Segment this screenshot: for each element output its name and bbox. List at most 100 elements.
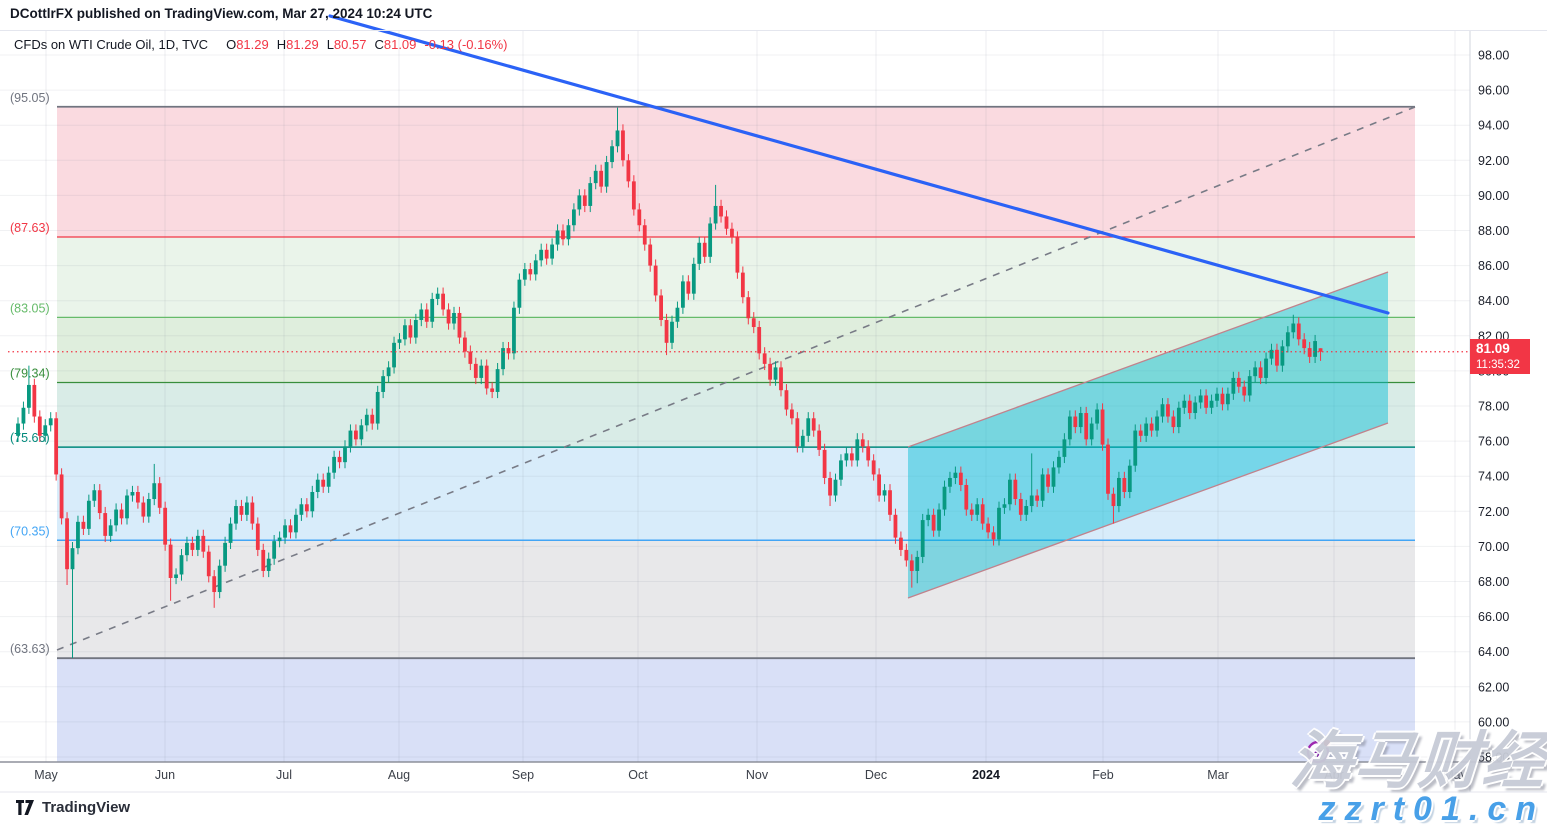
price-axis-labels[interactable]: 98.00 96.00 94.00 92.00 90.00 88.00 86.00 84.00… (1478, 49, 1509, 765)
candle (43, 425, 48, 436)
price-tick-label[interactable]: 86.00 (1478, 259, 1509, 273)
candle (457, 312, 462, 338)
candle (779, 367, 783, 391)
symbol-title[interactable]: CFDs on WTI Crude Oil, 1D, TVC (14, 37, 209, 52)
channel-upper-border[interactable] (907, 271, 1389, 448)
watermark-url: zzrt01.cn (1318, 790, 1545, 826)
candle (54, 418, 59, 475)
candle (435, 293, 440, 299)
candle (430, 298, 435, 322)
low-value: 80.57 (333, 37, 367, 52)
candle (550, 244, 554, 259)
price-tick-label[interactable]: 76.00 (1478, 435, 1509, 449)
candle (27, 384, 31, 408)
band (57, 382, 1415, 448)
candle (185, 542, 189, 556)
candle (708, 223, 713, 257)
price-tick-label[interactable]: 62.00 (1478, 680, 1509, 694)
month-label-Jul[interactable]: Jul (276, 768, 292, 782)
candle (1269, 349, 1274, 359)
symbol-legend[interactable]: CFDs on WTI Crude Oil, 1D, TVC O81.29 H81.… (14, 37, 508, 52)
candle (48, 418, 53, 426)
month-label-2024[interactable]: 2024 (972, 768, 1000, 782)
price-tick-label[interactable]: 88.00 (1478, 224, 1509, 238)
tradingview-brand-label[interactable]: TradingView (42, 799, 131, 816)
candle (1291, 323, 1296, 333)
price-tick-label[interactable]: 92.00 (1478, 154, 1509, 168)
candle (691, 263, 696, 294)
candle (201, 535, 206, 552)
price-tick-label[interactable]: 68.00 (1478, 575, 1509, 589)
candle (234, 506, 238, 524)
candle (65, 518, 69, 570)
price-tick-label[interactable]: 72.00 (1478, 505, 1509, 519)
blue-trendline[interactable] (328, 14, 1390, 315)
candle (768, 363, 772, 380)
candle (255, 523, 260, 550)
candle (773, 367, 778, 380)
candle (152, 483, 157, 500)
candle (1198, 395, 1203, 403)
candle (986, 523, 990, 533)
month-label-Mar[interactable]: Mar (1207, 768, 1229, 782)
candle (1051, 467, 1056, 487)
price-tick-label[interactable]: 66.00 (1478, 610, 1509, 624)
tradingview-footer[interactable]: TradingView (16, 799, 130, 816)
price-tick-label[interactable]: 90.00 (1478, 189, 1509, 203)
candle (790, 409, 794, 419)
month-label-May[interactable]: May (1443, 768, 1467, 782)
price-tick-label[interactable]: 84.00 (1478, 294, 1509, 308)
candle (179, 555, 184, 575)
candle (702, 242, 707, 257)
dashed-trendline[interactable] (56, 106, 1416, 651)
month-label-Feb[interactable]: Feb (1092, 768, 1114, 782)
price-tick-label[interactable]: 78.00 (1478, 400, 1509, 414)
channel-lower-border[interactable] (907, 422, 1389, 599)
candle (1057, 456, 1061, 468)
candle (501, 348, 505, 370)
last-price-tag: 81.09 11:35:32 (1470, 339, 1530, 374)
candle (81, 521, 86, 529)
price-tick-label[interactable]: 98.00 (1478, 49, 1509, 63)
candle (146, 499, 151, 517)
candle (866, 446, 871, 461)
candle (321, 479, 326, 487)
month-label-Sep[interactable]: Sep (512, 768, 534, 782)
candle (670, 321, 674, 343)
month-label-Aug[interactable]: Aug (388, 768, 410, 782)
time-axis-labels[interactable]: May Jun Jul Aug Sep Oct Nov Dec 2024 Feb Mar Apr May (34, 768, 1467, 782)
price-tick-label[interactable]: 60.00 (1478, 715, 1509, 729)
price-tick-label[interactable]: 64.00 (1478, 645, 1509, 659)
candle (168, 544, 173, 578)
month-label-Jun[interactable]: Jun (155, 768, 175, 782)
candle (261, 549, 266, 571)
candle (37, 416, 42, 436)
candle (1002, 504, 1007, 508)
month-label-Dec[interactable]: Dec (865, 768, 887, 782)
price-tick-label[interactable]: 70.00 (1478, 540, 1509, 554)
candle (212, 576, 217, 593)
candle (125, 495, 129, 519)
alert-icon[interactable] (1304, 736, 1334, 766)
candle (354, 430, 358, 440)
candle (1122, 477, 1127, 492)
month-label-Oct[interactable]: Oct (628, 768, 648, 782)
candle (561, 230, 565, 240)
bar-countdown: 11:35:32 (1476, 359, 1520, 371)
candle (800, 435, 805, 447)
month-label-Apr[interactable]: Apr (1324, 768, 1343, 782)
month-label-Nov[interactable]: Nov (746, 768, 769, 782)
level-label: (70.35) (10, 524, 50, 538)
price-tick-label[interactable]: 96.00 (1478, 84, 1509, 98)
candle (1187, 400, 1192, 414)
price-tick-label[interactable]: 74.00 (1478, 470, 1509, 484)
candle (522, 269, 527, 280)
candle (206, 551, 211, 577)
candle (468, 351, 473, 364)
candle (1209, 400, 1214, 408)
price-tick-label[interactable]: 94.00 (1478, 119, 1509, 133)
month-label-May[interactable]: May (34, 768, 58, 782)
candle (1160, 404, 1165, 417)
price-tick-label[interactable]: 58.00 (1478, 751, 1509, 765)
